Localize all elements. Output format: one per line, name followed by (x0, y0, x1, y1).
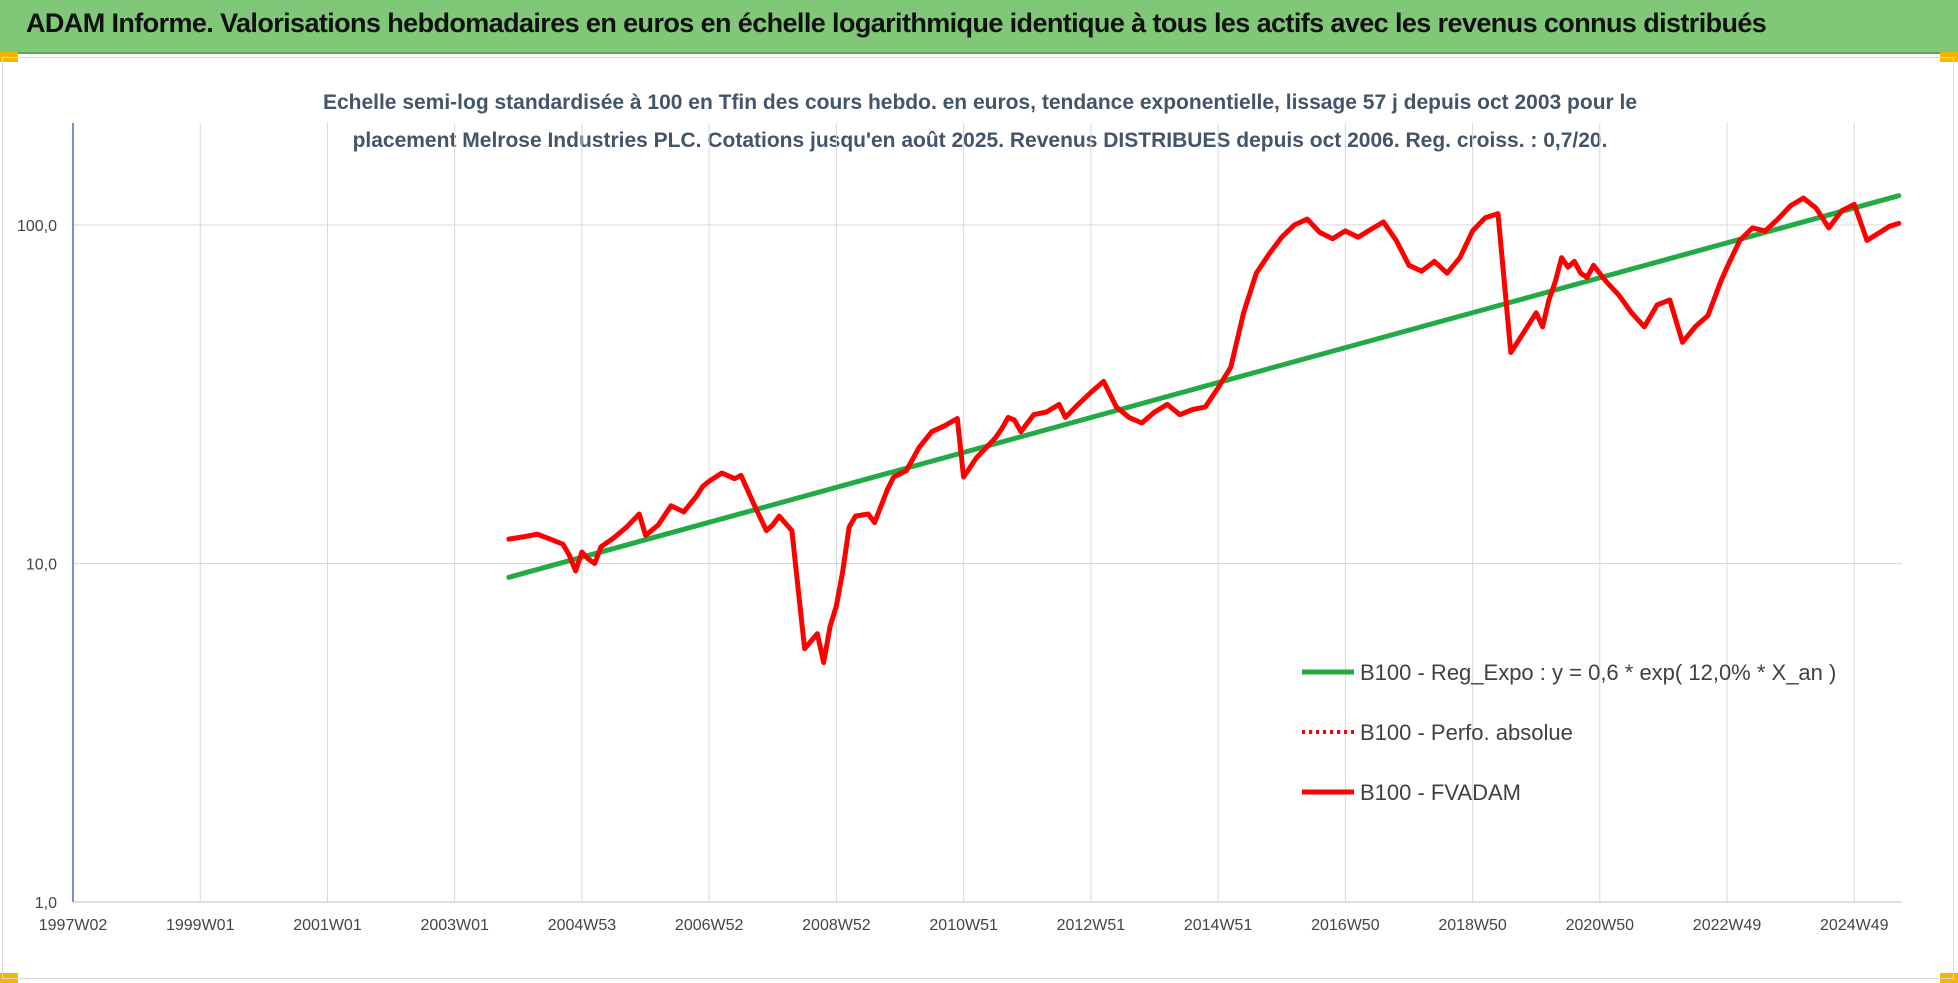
legend-label: B100 - Reg_Expo : y = 0,6 * exp( 12,0% *… (1360, 660, 1836, 685)
grid (73, 123, 1902, 903)
y-tick-label: 10,0 (26, 556, 57, 573)
chart-frame (2, 57, 1954, 979)
x-tick-label: 2006W52 (675, 917, 744, 934)
x-tick-label: 2010W51 (929, 917, 998, 934)
legend-label: B100 - FVADAM (1360, 780, 1521, 805)
x-tick-label: 2012W51 (1057, 917, 1126, 934)
x-tick-label: 2020W50 (1566, 917, 1635, 934)
legend-label: B100 - Perfo. absolue (1360, 720, 1573, 745)
x-tick-label: 2016W50 (1311, 917, 1380, 934)
x-tick-label: 1997W02 (39, 917, 108, 934)
x-tick-label: 2014W51 (1184, 917, 1253, 934)
x-tick-label: 2022W49 (1693, 917, 1762, 934)
legend: B100 - Reg_Expo : y = 0,6 * exp( 12,0% *… (1302, 660, 1836, 805)
x-tick-label: 1999W01 (166, 917, 235, 934)
chart-title-line2: placement Melrose Industries PLC. Cotati… (353, 129, 1608, 152)
x-tick-label: 2008W52 (802, 917, 871, 934)
header-bar (0, 0, 1958, 54)
x-tick-label: 2018W50 (1438, 917, 1507, 934)
axes: 1997W02 1999W01 2001W01 2003W01 2004W53 2006W… (17, 123, 1902, 934)
x-tick-label: 2024W49 (1820, 917, 1889, 934)
x-tick-label: 2003W01 (420, 917, 489, 934)
x-tick-label: 2001W01 (293, 917, 362, 934)
page-title: ADAM Informe. Valorisations hebdomadaire… (26, 8, 1767, 38)
series-group (506, 193, 1902, 665)
chart-title-line1: Echelle semi-log standardisée à 100 en T… (323, 91, 1637, 114)
y-tick-label: 100,0 (17, 218, 57, 235)
x-tick-label: 2004W53 (548, 917, 617, 934)
series-line (506, 195, 1902, 665)
y-tick-label: 1,0 (35, 895, 57, 912)
series-line (506, 193, 1902, 580)
